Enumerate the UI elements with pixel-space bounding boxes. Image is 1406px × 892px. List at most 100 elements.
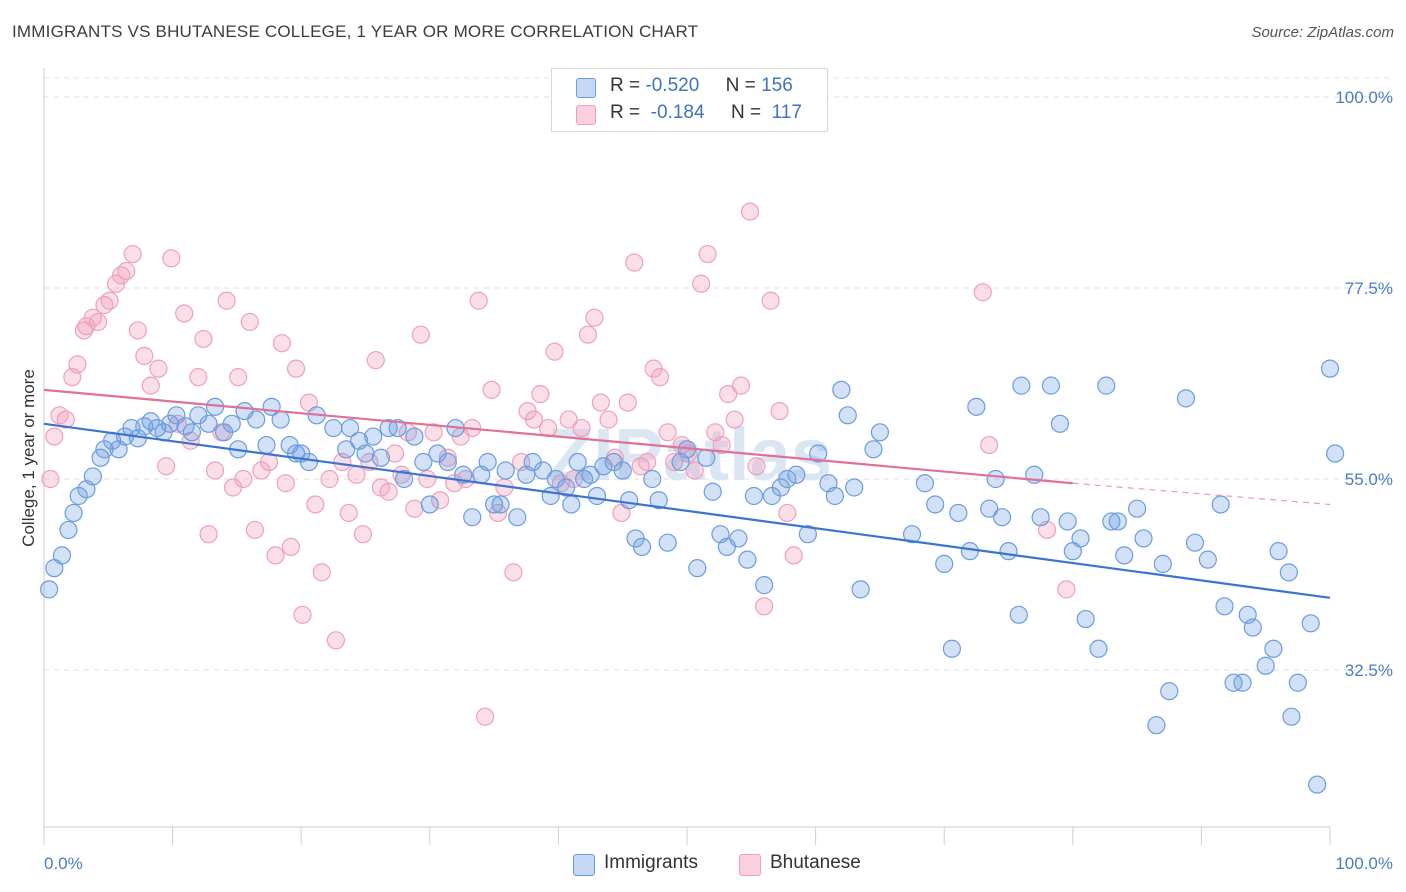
- bhutanese-swatch: [576, 105, 596, 125]
- bhutanese-trend-extension: [1072, 482, 1331, 506]
- legend-r-value: -0.520: [645, 75, 700, 96]
- immigrants-point: [999, 542, 1018, 561]
- bhutanese-point: [100, 291, 119, 310]
- bhutanese-point: [347, 465, 366, 484]
- immigrants-point: [438, 452, 457, 472]
- bhutanese-point: [504, 563, 523, 582]
- immigrants-point: [649, 491, 668, 510]
- bhutanese-point: [353, 525, 373, 544]
- bhutanese-point: [194, 329, 213, 349]
- bhutanese-point: [719, 385, 738, 404]
- bhutanese-point: [379, 482, 398, 501]
- bhutanese-point: [106, 274, 126, 293]
- immigrants-point: [257, 435, 276, 455]
- immigrants-point: [1108, 512, 1127, 531]
- immigrants-point: [1058, 512, 1077, 531]
- bhutanese-point: [778, 503, 797, 523]
- immigrants-point: [980, 499, 999, 518]
- bhutanese-point: [585, 308, 604, 327]
- immigrants-point: [1102, 512, 1121, 531]
- bhutanese-point: [245, 520, 265, 540]
- bhutanese-point: [599, 410, 618, 429]
- immigrants-point: [1127, 499, 1147, 518]
- immigrants-point: [533, 461, 553, 480]
- y-tick-label: 32.5%: [1345, 661, 1393, 680]
- bhutanese-point: [157, 457, 176, 476]
- bhutanese-point: [229, 368, 248, 387]
- bhutanese-point: [306, 495, 325, 514]
- x-tick-label: 0.0%: [44, 854, 83, 873]
- bhutanese-trend-line: [43, 388, 1073, 485]
- immigrants-point: [942, 639, 962, 658]
- bhutanese-point: [117, 261, 136, 281]
- immigrants-point: [915, 474, 935, 493]
- immigrants-point: [141, 412, 160, 431]
- immigrants-point: [1256, 656, 1275, 675]
- bhutanese-point: [731, 376, 751, 395]
- immigrants-point: [1215, 597, 1234, 616]
- bhutanese-point: [572, 418, 591, 438]
- immigrants-point: [496, 461, 515, 480]
- legend-n-label: N =: [730, 102, 762, 123]
- bhutanese-point: [685, 461, 704, 480]
- immigrants-point: [729, 529, 748, 548]
- immigrants-point: [613, 461, 632, 480]
- immigrants-point: [1243, 618, 1262, 637]
- immigrants-point: [587, 486, 607, 506]
- bhutanese-point: [692, 274, 711, 293]
- immigrants-point: [1009, 605, 1028, 624]
- bhutanese-point: [698, 244, 717, 264]
- immigrants-point: [340, 418, 360, 438]
- immigrants-point: [508, 508, 527, 527]
- immigrants-point: [845, 478, 864, 497]
- immigrants-point: [1089, 639, 1108, 658]
- immigrants-point: [1320, 359, 1340, 378]
- bhutanese-point: [438, 448, 457, 467]
- bhutanese-point: [281, 537, 301, 557]
- immigrants-point: [960, 542, 980, 561]
- bhutanese-point: [266, 546, 285, 565]
- immigrants-point: [222, 414, 241, 433]
- immigrants-point: [798, 525, 817, 544]
- immigrants-point: [371, 448, 391, 467]
- immigrants-point: [40, 580, 59, 599]
- bhutanese-point: [385, 444, 405, 463]
- immigrants-point: [851, 580, 870, 599]
- y-tick-label: 55.0%: [1345, 470, 1393, 489]
- immigrants-point: [935, 554, 954, 573]
- immigrants-point: [64, 503, 83, 523]
- y-tick-label: 100.0%: [1335, 88, 1393, 107]
- immigrants-point: [832, 380, 851, 399]
- bhutanese-point: [469, 291, 488, 310]
- axes: [43, 68, 1331, 845]
- immigrants-trend-line: [43, 422, 1331, 599]
- immigrants-point: [632, 537, 652, 557]
- immigrants-point: [541, 486, 560, 506]
- y-axis-label: College, 1 year or more: [19, 369, 38, 547]
- immigrants-point: [1115, 546, 1134, 565]
- immigrants-point: [1041, 376, 1061, 395]
- bhutanese-point: [141, 376, 160, 395]
- immigrants-point: [324, 418, 343, 438]
- bhutanese-point: [162, 249, 181, 268]
- immigrants-point: [697, 448, 716, 467]
- immigrants-point: [744, 486, 763, 506]
- immigrants-swatch: [576, 78, 596, 98]
- bhutanese-point: [747, 457, 766, 476]
- bhutanese-point: [135, 346, 154, 366]
- immigrants-point: [1176, 389, 1196, 408]
- immigrants-point: [967, 397, 986, 416]
- bhutanese-point: [128, 321, 147, 340]
- immigrants-point: [364, 427, 383, 446]
- bhutanese-point: [339, 503, 358, 523]
- bhutanese-point: [973, 283, 992, 302]
- immigrants-point: [59, 520, 78, 540]
- bhutanese-point: [755, 597, 774, 616]
- immigrants-point: [755, 576, 774, 595]
- immigrants-point: [83, 467, 102, 486]
- immigrants-point: [414, 452, 433, 472]
- immigrants-point: [1308, 775, 1327, 794]
- x-tick-label: 100.0%: [1335, 854, 1393, 873]
- immigrants-point: [491, 495, 510, 514]
